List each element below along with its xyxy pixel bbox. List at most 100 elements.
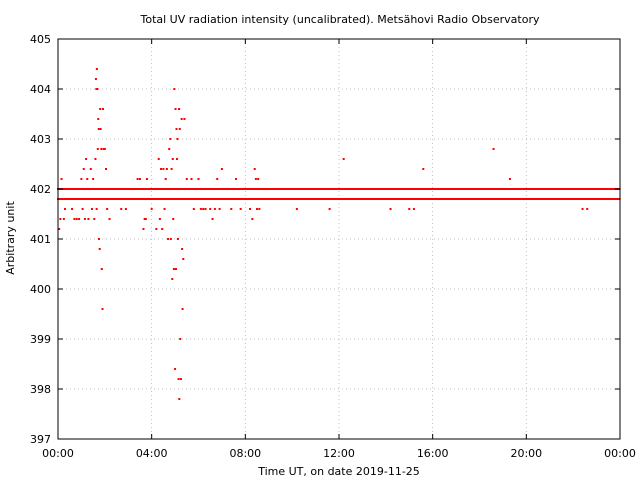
data-point — [306, 198, 309, 200]
data-point — [515, 188, 518, 190]
data-point — [481, 188, 484, 190]
data-point — [556, 188, 559, 190]
data-point — [164, 178, 167, 180]
data-point — [347, 188, 350, 190]
data-point — [95, 188, 98, 190]
data-point — [294, 188, 297, 190]
data-point — [359, 198, 362, 200]
data-point — [174, 368, 177, 370]
data-point — [349, 198, 352, 200]
data-point — [308, 198, 311, 200]
data-point — [418, 188, 421, 190]
data-point — [98, 198, 101, 200]
data-point — [316, 188, 319, 190]
data-point — [425, 188, 428, 190]
data-point — [201, 198, 204, 200]
data-point — [151, 188, 154, 190]
data-point — [349, 188, 352, 190]
data-point — [310, 188, 313, 190]
data-point — [182, 198, 185, 200]
data-point — [230, 198, 233, 200]
data-point — [107, 188, 110, 190]
data-point — [94, 198, 97, 200]
data-point — [298, 198, 301, 200]
data-point — [92, 178, 95, 180]
data-point — [302, 198, 305, 200]
data-point — [436, 188, 439, 190]
data-point — [328, 198, 331, 200]
data-point — [248, 188, 251, 190]
data-point — [244, 188, 247, 190]
chart-title: Total UV radiation intensity (uncalibrat… — [140, 13, 540, 26]
data-point — [458, 198, 461, 200]
data-point — [612, 198, 615, 200]
data-point — [100, 188, 103, 190]
data-point — [158, 198, 161, 200]
data-point — [345, 188, 348, 190]
data-point — [512, 188, 515, 190]
data-point — [387, 198, 390, 200]
data-point — [382, 198, 385, 200]
data-point — [367, 198, 370, 200]
y-tick-label: 399 — [30, 333, 51, 346]
data-point — [223, 188, 226, 190]
data-point — [277, 188, 280, 190]
data-point — [586, 208, 589, 210]
data-point — [398, 188, 401, 190]
data-point — [500, 198, 503, 200]
data-point — [542, 198, 545, 200]
data-point — [141, 198, 144, 200]
data-point — [329, 188, 332, 190]
data-point — [363, 188, 366, 190]
data-point — [110, 198, 113, 200]
data-point — [580, 198, 583, 200]
data-point — [211, 198, 214, 200]
data-point — [317, 188, 320, 190]
data-point — [354, 198, 357, 200]
data-point — [492, 198, 495, 200]
data-point — [78, 188, 81, 190]
data-point — [80, 178, 83, 180]
data-point — [369, 188, 372, 190]
data-point — [356, 198, 359, 200]
data-point — [528, 188, 531, 190]
data-point — [366, 188, 369, 190]
data-point — [408, 188, 411, 190]
data-point — [433, 198, 436, 200]
data-point — [216, 188, 219, 190]
data-point — [439, 188, 442, 190]
data-point — [361, 188, 364, 190]
data-point — [86, 188, 89, 190]
data-point — [79, 198, 82, 200]
data-point — [333, 188, 336, 190]
data-point — [159, 188, 162, 190]
data-point — [385, 198, 388, 200]
data-point — [90, 198, 93, 200]
data-point — [342, 198, 345, 200]
y-tick-label: 403 — [30, 133, 51, 146]
data-point — [435, 188, 438, 190]
data-point — [595, 198, 598, 200]
data-point — [264, 188, 267, 190]
data-point — [177, 188, 180, 190]
data-point — [167, 238, 170, 240]
data-point — [80, 198, 83, 200]
data-point — [167, 198, 170, 200]
data-point — [412, 208, 415, 210]
data-point — [587, 198, 590, 200]
data-point — [476, 198, 479, 200]
data-point — [350, 198, 353, 200]
data-point — [191, 198, 194, 200]
data-point — [579, 188, 582, 190]
data-point — [106, 198, 109, 200]
data-point — [559, 188, 562, 190]
data-point — [494, 188, 497, 190]
data-point — [134, 188, 137, 190]
data-point — [513, 198, 516, 200]
data-point — [97, 128, 100, 130]
data-point — [203, 198, 206, 200]
data-point — [508, 188, 511, 190]
data-point — [393, 188, 396, 190]
data-point — [358, 188, 361, 190]
data-point — [67, 188, 70, 190]
